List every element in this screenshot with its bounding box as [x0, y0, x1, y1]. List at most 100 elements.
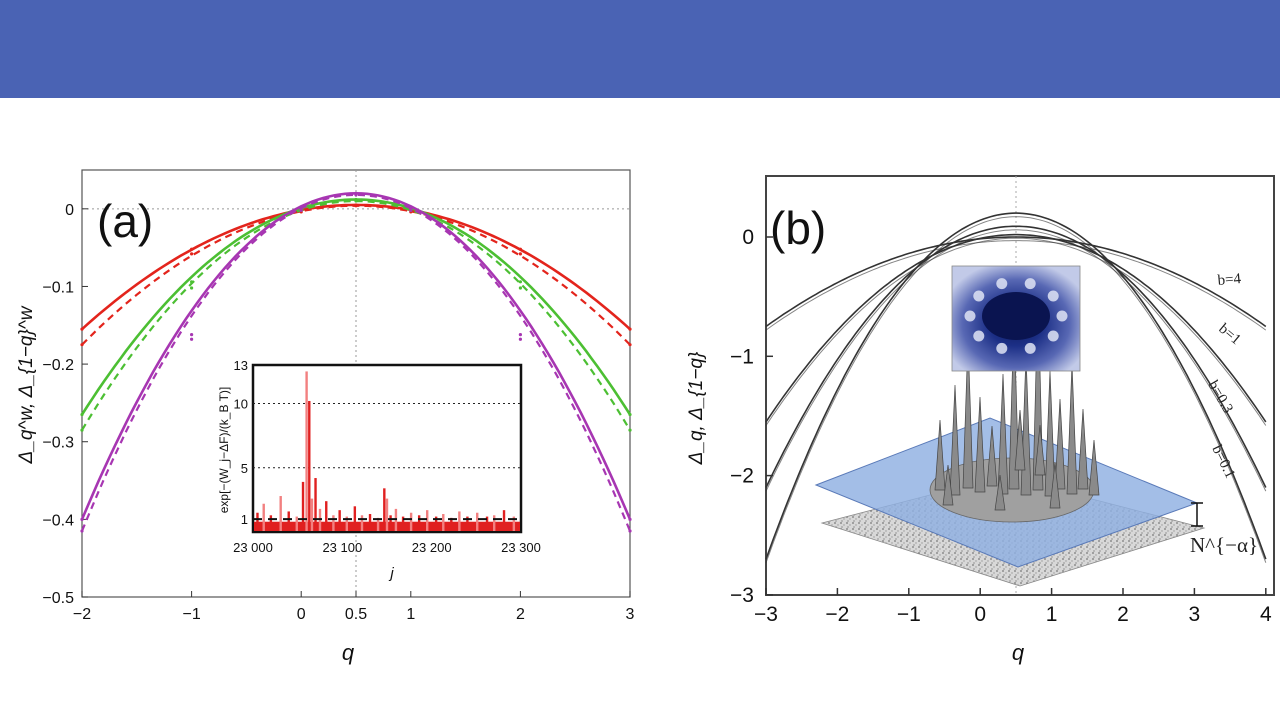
peak-spike — [962, 337, 974, 489]
inset-bar — [426, 510, 429, 531]
series-point — [628, 327, 632, 331]
series-point — [354, 204, 358, 208]
series-point — [299, 208, 303, 212]
probability-peaks — [929, 289, 1100, 523]
peak-spike — [1054, 398, 1066, 490]
peak-spike — [1066, 363, 1078, 495]
panel-b-ylabel: Δ_q, Δ_{1−q} — [686, 351, 707, 465]
panel-a-label: (a) — [97, 195, 153, 247]
series-point — [354, 193, 358, 197]
curve-label-b01: b=0.1 — [1208, 443, 1238, 481]
inset-bar — [368, 514, 372, 531]
x-tick-label: −1 — [182, 606, 200, 623]
x-tick-label: 1 — [1046, 603, 1058, 626]
series-line-1 — [765, 237, 1267, 426]
x-tick-label: −2 — [825, 603, 849, 626]
series-point — [628, 412, 632, 417]
series-line-3 — [765, 212, 1267, 560]
panel-b: −3 −2 −1 0 1 2 3 4 0 −1 −2 −3 N^{−α} (b) q Δ_q, Δ_{… — [686, 175, 1275, 665]
series-line-1 — [765, 233, 1267, 423]
series-point — [80, 343, 84, 347]
series-point — [518, 247, 523, 251]
wavefunction-illustration: N^{−α} — [814, 265, 1258, 587]
inset-bar — [301, 481, 305, 531]
panel-a-ylabel: Δ_q^w, Δ_{1−q}^w — [16, 305, 37, 464]
y-tick-label: −3 — [730, 584, 754, 607]
wf-blob — [996, 278, 1008, 290]
inset-bar — [383, 488, 386, 531]
inset-bar — [287, 511, 290, 531]
series-point — [80, 428, 84, 432]
y-tick-label: 0 — [742, 226, 754, 249]
x-tick-label: 4 — [1260, 603, 1272, 626]
inset-xlabel: j — [388, 565, 394, 582]
series-line-0 — [765, 236, 1267, 328]
peak-spike — [1044, 370, 1056, 497]
series-point — [190, 252, 194, 256]
y-tick-label: −0.1 — [42, 279, 74, 296]
x-tick-label: 3 — [626, 606, 635, 623]
peak-spike — [1088, 439, 1100, 496]
inset-bar — [305, 371, 308, 531]
inset-bar — [310, 498, 314, 531]
inset-bar — [338, 510, 341, 531]
series-point — [80, 517, 84, 521]
series-line-3 — [765, 216, 1267, 563]
series-point — [518, 332, 523, 337]
inset-bar — [314, 478, 317, 531]
panel-b-ticks: −3 −2 −1 0 1 2 3 4 0 −1 −2 −3 — [730, 226, 1272, 626]
inset-bar — [376, 517, 380, 531]
x-tick-label: 3 — [1189, 603, 1201, 626]
x-tick-label: 1 — [406, 606, 415, 623]
panel-a: −2 −1 0 0.5 1 2 3 0 −0.1 −0.2 −0.3 −0.4 −0.5 (a) q Δ… — [16, 169, 635, 665]
x-tick-label: −3 — [754, 603, 778, 626]
wavefunction-pattern — [964, 278, 1068, 354]
series-point — [628, 517, 632, 521]
x-tick-label: −2 — [73, 606, 91, 623]
curve-label-b03: b=0.3 — [1205, 378, 1236, 416]
peak-spike — [949, 384, 961, 496]
inset-bar — [409, 512, 413, 531]
n-alpha-label: N^{−α} — [1190, 533, 1258, 557]
inset-bar — [295, 516, 298, 531]
y-tick-label: −0.4 — [42, 512, 74, 529]
inset-bar — [389, 515, 392, 531]
inset-bars — [253, 371, 521, 531]
inset-bar — [256, 512, 259, 531]
wf-blob — [973, 290, 985, 302]
panel-a-xlabel: q — [342, 640, 355, 665]
inset-bar — [458, 511, 461, 531]
series-point — [80, 327, 84, 331]
x-tick-label: 0 — [974, 603, 986, 626]
peak-spike — [1077, 408, 1089, 490]
inset-bar — [332, 515, 335, 531]
series-point — [518, 280, 523, 284]
inset-bar — [485, 516, 489, 531]
inset-bar — [345, 516, 348, 531]
y-tick-label: −2 — [730, 465, 754, 488]
inset-bar — [262, 503, 265, 531]
y-tick-label: 0 — [65, 202, 74, 219]
series-point — [628, 529, 632, 533]
wf-core — [982, 292, 1050, 340]
peak-spike — [934, 419, 946, 491]
y-tick-label: −0.2 — [42, 357, 74, 374]
inset-bar — [450, 517, 453, 531]
x-tick-label: 0 — [297, 606, 306, 623]
wf-blob — [973, 330, 985, 342]
series-point — [518, 286, 523, 290]
inset-bar — [353, 506, 357, 531]
series-line-5 — [80, 193, 632, 532]
inset-y-tick-label: 5 — [241, 461, 248, 476]
inset-bar — [279, 496, 282, 531]
series-point — [518, 252, 523, 256]
inset-bar — [512, 516, 516, 531]
x-tick-label: −1 — [897, 603, 921, 626]
inset-ylabel: exp[−(W_j−ΔF)/(k_B T)] — [217, 387, 231, 514]
series-point — [80, 412, 84, 417]
inset-plot: 23 000 23 100 23 200 23 300 1 5 10 13 j exp[−(W… — [217, 358, 541, 582]
inset-x-tick-label: 23 000 — [233, 540, 273, 555]
panel-b-label: (b) — [770, 202, 826, 254]
y-tick-label: −1 — [730, 345, 754, 368]
